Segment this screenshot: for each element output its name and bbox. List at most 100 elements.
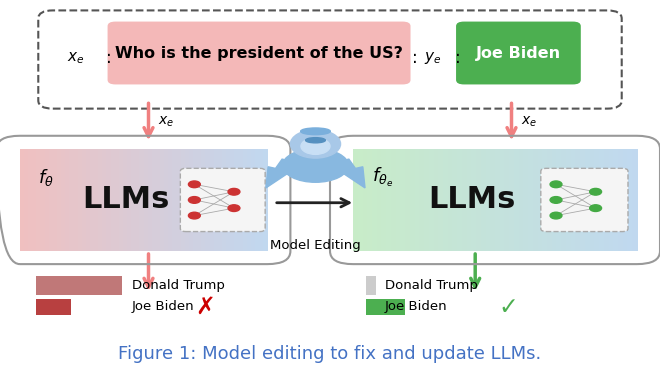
Bar xyxy=(251,149,255,251)
Circle shape xyxy=(301,138,330,154)
Bar xyxy=(401,149,406,251)
Bar xyxy=(247,149,251,251)
Bar xyxy=(259,149,264,251)
Bar xyxy=(405,149,411,251)
Bar xyxy=(255,149,259,251)
Bar xyxy=(538,149,543,251)
Text: Figure 1: Model editing to fix and update LLMs.: Figure 1: Model editing to fix and updat… xyxy=(118,345,542,363)
Text: $x_e$: $x_e$ xyxy=(521,115,537,129)
Text: LLMs: LLMs xyxy=(428,186,516,214)
Ellipse shape xyxy=(300,128,330,135)
Bar xyxy=(504,149,510,251)
Bar xyxy=(443,149,448,251)
Bar xyxy=(424,149,430,251)
Bar xyxy=(36,149,41,251)
Bar xyxy=(230,149,235,251)
Bar xyxy=(197,149,202,251)
Bar xyxy=(628,149,633,251)
Bar xyxy=(193,149,198,251)
Bar xyxy=(123,149,128,251)
Bar xyxy=(238,149,243,251)
Ellipse shape xyxy=(282,149,348,182)
Bar xyxy=(57,149,62,251)
Bar xyxy=(367,149,373,251)
Bar xyxy=(106,149,111,251)
Bar xyxy=(263,149,268,251)
Bar xyxy=(90,149,95,251)
Bar xyxy=(589,149,595,251)
Bar xyxy=(181,149,185,251)
Circle shape xyxy=(228,188,240,195)
Bar xyxy=(201,149,206,251)
Bar xyxy=(36,299,71,315)
Bar xyxy=(73,149,79,251)
Bar xyxy=(419,149,425,251)
Bar xyxy=(561,149,566,251)
FancyArrow shape xyxy=(266,159,290,188)
Bar xyxy=(510,149,515,251)
Bar xyxy=(623,149,628,251)
Bar xyxy=(604,149,609,251)
Bar xyxy=(528,149,533,251)
Bar xyxy=(438,149,444,251)
Bar xyxy=(457,149,463,251)
Bar xyxy=(467,149,472,251)
Bar xyxy=(164,149,169,251)
Bar xyxy=(102,149,107,251)
FancyBboxPatch shape xyxy=(541,168,628,231)
Bar xyxy=(69,149,74,251)
Bar xyxy=(82,149,86,251)
Bar xyxy=(396,149,401,251)
Text: Joe Biden: Joe Biden xyxy=(476,45,561,61)
Bar xyxy=(377,149,382,251)
Bar xyxy=(218,149,222,251)
Bar xyxy=(168,149,173,251)
Bar xyxy=(490,149,496,251)
Bar xyxy=(410,149,415,251)
Text: Joe Biden: Joe Biden xyxy=(132,300,195,312)
FancyBboxPatch shape xyxy=(456,22,581,84)
Bar xyxy=(176,149,182,251)
Circle shape xyxy=(189,212,201,219)
Circle shape xyxy=(589,205,601,211)
Circle shape xyxy=(189,196,201,203)
Bar xyxy=(222,149,227,251)
Bar xyxy=(571,149,576,251)
Bar xyxy=(500,149,505,251)
Bar xyxy=(462,149,467,251)
Bar xyxy=(495,149,500,251)
Ellipse shape xyxy=(306,138,325,143)
Bar xyxy=(243,149,248,251)
Text: $y_e$: $y_e$ xyxy=(424,49,441,66)
Bar xyxy=(156,149,160,251)
Text: $f_{\theta}$: $f_{\theta}$ xyxy=(38,167,54,188)
Bar xyxy=(566,149,572,251)
Bar xyxy=(613,149,618,251)
Bar xyxy=(366,299,405,315)
Bar xyxy=(453,149,458,251)
Bar xyxy=(523,149,529,251)
Bar xyxy=(580,149,585,251)
Bar xyxy=(476,149,482,251)
Bar xyxy=(391,149,396,251)
Bar xyxy=(556,149,562,251)
Bar xyxy=(160,149,165,251)
Text: :: : xyxy=(106,49,112,67)
Bar xyxy=(111,149,116,251)
Bar xyxy=(226,149,231,251)
FancyBboxPatch shape xyxy=(38,10,622,109)
Circle shape xyxy=(228,205,240,211)
Circle shape xyxy=(189,181,201,187)
Bar xyxy=(40,149,45,251)
Bar xyxy=(576,149,581,251)
FancyArrow shape xyxy=(341,159,365,188)
Circle shape xyxy=(589,188,601,195)
Bar xyxy=(547,149,552,251)
Bar xyxy=(61,149,66,251)
Bar xyxy=(210,149,214,251)
Text: $x_e$: $x_e$ xyxy=(67,50,84,65)
Bar xyxy=(20,149,24,251)
Bar xyxy=(585,149,590,251)
Bar xyxy=(86,149,90,251)
Bar xyxy=(552,149,557,251)
